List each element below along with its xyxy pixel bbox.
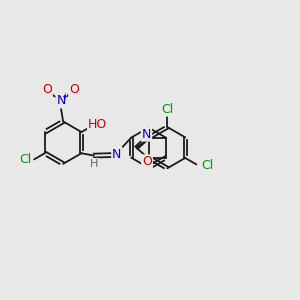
Text: +: +: [61, 92, 68, 101]
Text: N: N: [142, 128, 151, 141]
Text: O: O: [42, 83, 52, 96]
Text: Cl: Cl: [161, 103, 173, 116]
Text: H: H: [90, 159, 98, 169]
Text: Cl: Cl: [19, 153, 31, 166]
Text: Cl: Cl: [202, 159, 214, 172]
Text: N: N: [56, 94, 66, 107]
Text: O: O: [69, 82, 79, 95]
Text: O: O: [142, 155, 152, 168]
Text: -: -: [45, 80, 48, 89]
Text: HO: HO: [88, 118, 107, 131]
Text: N: N: [112, 148, 122, 160]
